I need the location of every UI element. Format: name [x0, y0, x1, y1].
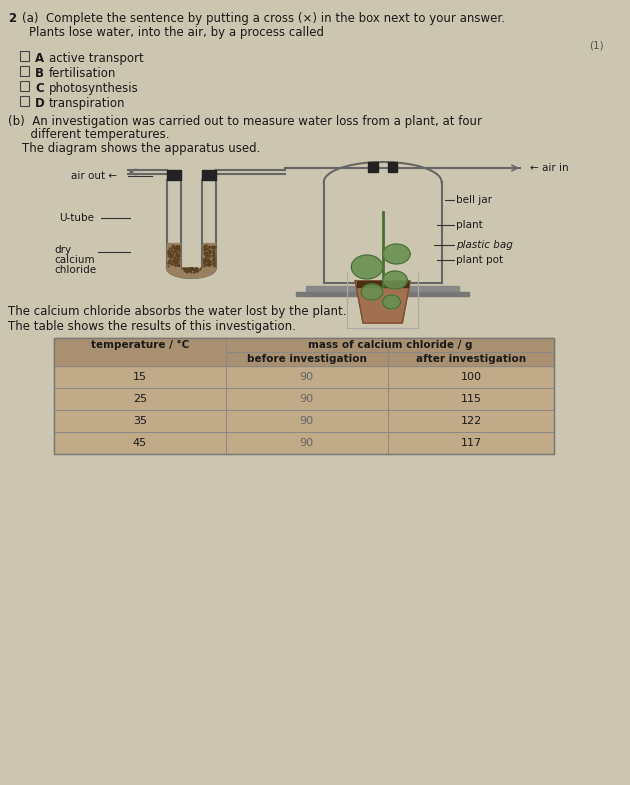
Text: 25: 25 [133, 394, 147, 404]
Text: 15: 15 [133, 372, 147, 382]
Bar [20, 66, 30, 76]
Bar [368, 162, 378, 172]
Text: D: D [35, 97, 45, 110]
Polygon shape [352, 255, 382, 279]
Text: U-tube: U-tube [59, 213, 94, 223]
Text: plant pot: plant pot [456, 255, 503, 265]
Text: The calcium chloride absorbs the water lost by the plant.: The calcium chloride absorbs the water l… [8, 305, 346, 318]
Text: bell jar: bell jar [456, 195, 492, 205]
Text: ← air in: ← air in [530, 163, 568, 173]
Bar [202, 170, 216, 180]
Text: C: C [35, 82, 44, 95]
Text: before investigation: before investigation [247, 354, 367, 364]
Bar [20, 51, 30, 61]
Text: mass of calcium chloride / g: mass of calcium chloride / g [308, 340, 472, 350]
Text: plastic bag: plastic bag [456, 240, 513, 250]
Text: The diagram shows the apparatus used.: The diagram shows the apparatus used. [21, 142, 260, 155]
Text: 100: 100 [461, 372, 481, 382]
Text: air out ←: air out ← [71, 171, 117, 181]
Polygon shape [355, 281, 410, 323]
Bar [54, 338, 554, 366]
Text: A: A [35, 52, 45, 65]
Text: (b)  An investigation was carried out to measure water loss from a plant, at fou: (b) An investigation was carried out to … [8, 115, 482, 128]
Text: 45: 45 [133, 438, 147, 448]
Bar [296, 292, 469, 296]
Text: chloride: chloride [54, 265, 96, 275]
Bar [54, 338, 554, 454]
Bar [387, 162, 398, 172]
Text: active transport: active transport [49, 52, 144, 65]
Text: dry: dry [54, 245, 71, 255]
Bar [54, 338, 554, 454]
Bar [20, 96, 30, 106]
Text: 90: 90 [300, 372, 314, 382]
Text: plant: plant [456, 220, 483, 230]
Text: 35: 35 [133, 416, 147, 426]
Text: 122: 122 [461, 416, 481, 426]
Text: temperature / °C: temperature / °C [91, 340, 189, 350]
Text: 2: 2 [8, 12, 16, 25]
Text: Plants lose water, into the air, by a process called: Plants lose water, into the air, by a pr… [30, 26, 324, 39]
Polygon shape [382, 295, 400, 309]
Polygon shape [383, 244, 410, 264]
Text: 117: 117 [461, 438, 481, 448]
Text: after investigation: after investigation [416, 354, 526, 364]
Text: fertilisation: fertilisation [49, 67, 117, 80]
Text: (a)  Complete the sentence by putting a cross (⨯) in the box next to your answer: (a) Complete the sentence by putting a c… [21, 12, 505, 25]
Polygon shape [361, 284, 382, 300]
Text: calcium: calcium [54, 255, 94, 265]
Bar [167, 170, 181, 180]
Text: different temperatures.: different temperatures. [8, 128, 169, 141]
Polygon shape [167, 268, 216, 278]
Text: 90: 90 [300, 416, 314, 426]
Text: 90: 90 [300, 394, 314, 404]
Bar [20, 81, 30, 91]
Text: The table shows the results of this investigation.: The table shows the results of this inve… [8, 320, 295, 333]
Text: (1): (1) [589, 40, 604, 50]
Text: photosynthesis: photosynthesis [49, 82, 139, 95]
Text: 90: 90 [300, 438, 314, 448]
Text: transpiration: transpiration [49, 97, 125, 110]
Polygon shape [383, 271, 407, 289]
Text: B: B [35, 67, 44, 80]
Bar [306, 286, 459, 292]
Text: 115: 115 [461, 394, 481, 404]
